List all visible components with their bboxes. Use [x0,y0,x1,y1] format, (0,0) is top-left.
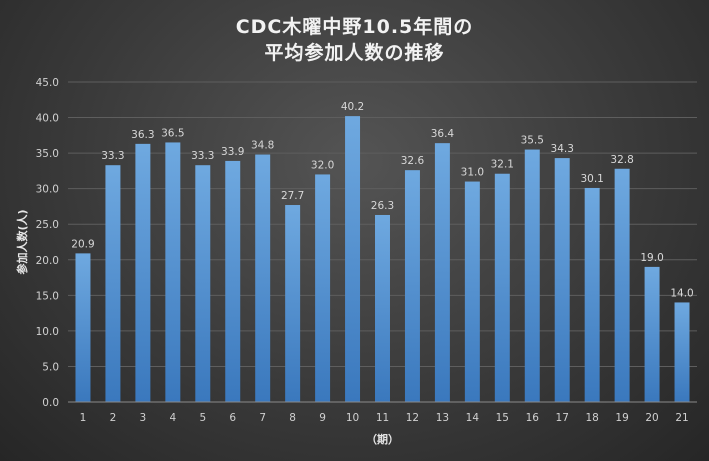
y-tick-label: 35.0 [36,148,59,160]
bar [644,266,660,402]
x-axis-title: （期） [366,432,399,446]
bar [434,143,450,402]
bar [524,149,540,402]
y-tick-label: 10.0 [36,326,59,338]
bar [375,214,390,402]
x-tick-label: 8 [289,412,296,424]
data-label: 40.2 [341,101,364,113]
x-tick-label: 3 [140,412,147,424]
x-tick-label: 13 [436,412,449,424]
bar [464,181,480,402]
bar [75,253,91,402]
data-label: 33.9 [221,146,244,158]
data-label: 36.3 [131,129,154,141]
y-axis-title: 参加人数(人) [15,209,29,274]
x-tick-label: 4 [169,412,176,424]
x-tick-label: 6 [229,412,236,424]
data-label: 34.8 [251,140,274,152]
bar [285,205,301,402]
bar [494,173,510,402]
bar [404,170,420,402]
x-tick-label: 17 [556,412,569,424]
x-tick-label: 10 [346,412,359,424]
y-tick-label: 15.0 [36,290,59,302]
data-label: 20.9 [71,238,94,250]
x-tick-label: 12 [406,412,419,424]
y-tick-label: 20.0 [36,255,59,267]
bar [584,187,600,402]
bar [165,142,181,402]
x-tick-label: 7 [259,412,266,424]
data-label: 36.5 [161,127,184,139]
data-label: 34.3 [551,143,574,155]
chart-title-line-2: 平均参加人数の推移 [264,42,445,64]
data-label: 33.3 [101,150,124,162]
y-tick-label: 5.0 [42,361,59,373]
bar [554,158,570,402]
y-tick-label: 40.0 [36,113,59,125]
bar [614,168,630,402]
y-tick-label: 25.0 [36,219,59,231]
x-tick-label: 16 [526,412,540,424]
x-tick-label: 14 [466,412,480,424]
bar [674,302,690,402]
y-tick-label: 0.0 [42,397,59,409]
data-label: 19.0 [640,252,663,264]
bar [315,174,331,402]
bar [195,165,211,402]
y-tick-label: 45.0 [36,77,59,89]
bar [225,160,241,402]
bar [255,154,271,402]
data-label: 32.6 [401,155,425,167]
data-label: 32.8 [610,154,633,166]
x-tick-label: 5 [199,412,206,424]
bar [105,165,121,402]
data-label: 26.3 [371,200,394,212]
x-tick-label: 19 [615,412,628,424]
y-tick-label: 30.0 [36,184,59,196]
x-tick-label: 11 [376,412,389,424]
data-label: 27.7 [281,190,304,202]
x-tick-label: 1 [80,412,87,424]
x-tick-label: 2 [110,412,117,424]
bar [345,116,361,402]
data-label: 36.4 [431,128,455,140]
x-tick-label: 20 [645,412,658,424]
data-label: 35.5 [521,135,544,147]
x-tick-label: 18 [585,412,598,424]
x-tick-label: 21 [675,412,688,424]
data-label: 32.0 [311,159,334,171]
bar [135,143,151,402]
data-labels: 20.9 33.3 36.3 36.5 33.3 33.9 34.8 27.7 32.0 40.2… [71,101,693,299]
chart-title-line-1: CDC木曜中野10.5年間の [235,16,474,38]
x-tick-labels: 1 2 3 4 5 6 7 8 9 10 11 12 13 14 15 16 17 18 19 20 21 [80,412,689,424]
x-tick-label: 15 [496,412,509,424]
x-tick-label: 9 [319,412,326,424]
data-label: 30.1 [580,173,603,185]
y-tick-labels: 0.0 5.0 10.0 15.0 20.0 25.0 30.0 35.0 40.0 45.0 [36,77,59,409]
bars [75,116,690,402]
data-label: 33.3 [191,150,214,162]
data-label: 31.0 [461,167,484,179]
data-label: 32.1 [491,159,514,171]
data-label: 14.0 [670,287,693,299]
